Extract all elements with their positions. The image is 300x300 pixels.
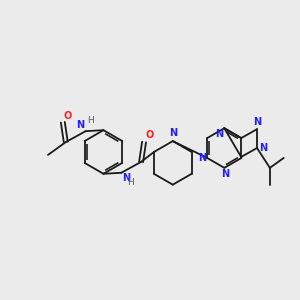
Text: N: N — [76, 120, 85, 130]
Text: O: O — [64, 111, 72, 121]
Text: H: H — [88, 116, 94, 125]
Text: N: N — [221, 169, 230, 179]
Text: N: N — [253, 117, 261, 127]
Text: O: O — [145, 130, 153, 140]
Text: N: N — [169, 128, 177, 138]
Text: N: N — [215, 129, 223, 139]
Text: N: N — [259, 143, 267, 153]
Text: N: N — [122, 173, 130, 183]
Text: H: H — [127, 178, 134, 187]
Text: N: N — [198, 153, 206, 163]
